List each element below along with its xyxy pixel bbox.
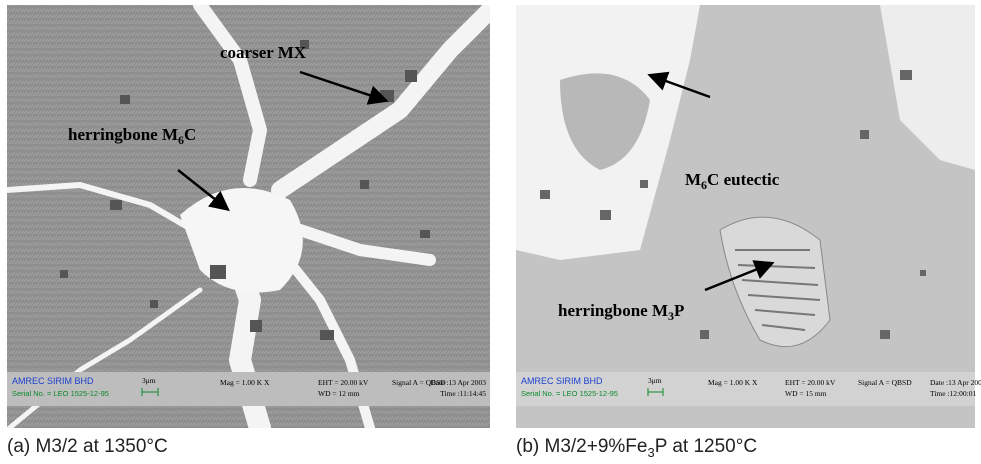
info-text: WD = 12 mm [318,389,360,398]
info-text: EHT = 20.00 kV [318,378,369,387]
info-text: Time :11:14:45 [440,389,486,398]
info-text: Date :13 Apr 200 [930,378,981,387]
micrograph-b [516,5,975,428]
info-text: Time :12:00:01 [930,389,976,398]
info-text: Mag = 1.00 K X [220,378,270,387]
info-text: AMREC SIRIM BHD [12,376,94,386]
info-text: Serial No. = LEO 1525-12-95 [521,389,618,398]
info-text: Serial No. = LEO 1525-12-95 [12,389,109,398]
info-text: EHT = 20.00 kV [785,378,836,387]
info-text: Mag = 1.00 K X [708,378,758,387]
info-text: Date :13 Apr 2003 [430,378,486,387]
annotation: M6C eutectic [685,170,780,192]
info-text: 3μm [142,376,156,385]
annotation: herringbone M3P [558,301,684,323]
annotation: herringbone M6C [68,125,196,147]
micrograph-a [7,5,490,430]
info-text: Signal A = QBSD [858,378,912,387]
caption: (b) M3/2+9%Fe3P at 1250°C [516,436,757,460]
annotation: coarser MX [220,43,307,62]
info-text: 3μm [648,376,662,385]
info-text: WD = 15 mm [785,389,827,398]
figure: coarser MX herringbone M6C M6C eutectic … [0,0,981,464]
caption: (a) M3/2 at 1350°C [7,436,168,457]
info-text: AMREC SIRIM BHD [521,376,603,386]
